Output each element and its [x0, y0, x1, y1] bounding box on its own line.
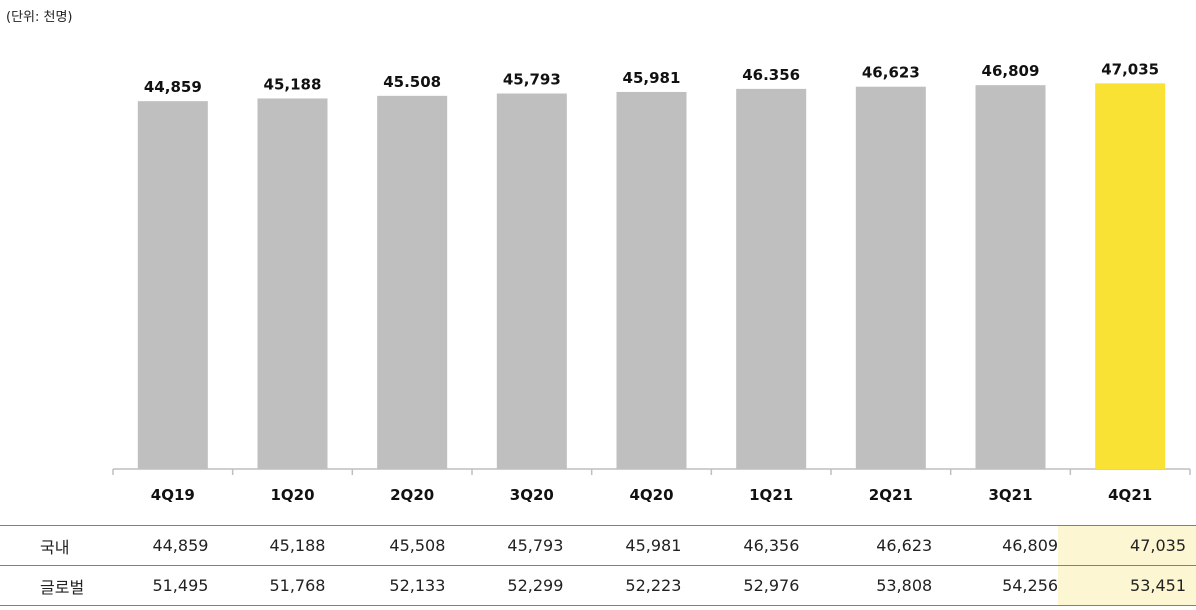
table-row: 글로벌 51,495 51,768 52,133 52,299 52,223 52,976 5…: [0, 565, 1196, 606]
table-cell: 44,859: [152, 536, 209, 555]
bar: [975, 85, 1046, 469]
table-cell: 46,623: [876, 536, 933, 555]
data-table: 국내 44,859 45,188 45,508 45,793 45,981 46,356 46…: [0, 525, 1196, 606]
table-cell: 45,793: [507, 536, 564, 555]
table-cell: 47,035: [1058, 525, 1196, 566]
row-header: 국내: [40, 537, 70, 557]
table-cell: 52,133: [389, 576, 446, 595]
row-header: 글로벌: [40, 577, 85, 597]
x-tick-label: 4Q21: [1108, 486, 1152, 504]
bar-chart: 44,859 4Q19 45,188 1Q20 45.508 2Q20 45,793 3Q20…: [112, 60, 1191, 504]
data-label: 46,623: [862, 64, 920, 82]
table-cell: 46,809: [1002, 536, 1059, 555]
table-cell: 51,768: [269, 576, 326, 595]
table-row: 국내 44,859 45,188 45,508 45,793 45,981 46,356 46…: [0, 525, 1196, 566]
x-tick-label: 3Q20: [510, 486, 554, 504]
bar: [616, 91, 687, 469]
x-tick-label: 4Q19: [151, 486, 195, 504]
table-cell: 45,188: [269, 536, 326, 555]
x-tick-label: 3Q21: [988, 486, 1032, 504]
data-label: 45,793: [503, 70, 561, 88]
bar: [736, 88, 807, 469]
bar: [257, 98, 328, 469]
data-label: 47,035: [1101, 60, 1159, 78]
x-tick-label: 1Q21: [749, 486, 793, 504]
data-label: 44,859: [144, 78, 202, 96]
table-cell: 52,976: [743, 576, 800, 595]
data-label: 45,188: [264, 75, 322, 93]
bar: [1095, 83, 1166, 470]
x-tick-label: 2Q21: [869, 486, 913, 504]
bar: [137, 101, 208, 470]
table-cell: 53,451: [1058, 565, 1196, 606]
unit-label: (단위: 천명): [6, 10, 73, 25]
table-cell: 51,495: [152, 576, 209, 595]
data-label: 46.356: [742, 66, 800, 84]
table-cell: 46,356: [743, 536, 800, 555]
x-tick-label: 2Q20: [390, 486, 434, 504]
table-cell: 54,256: [1002, 576, 1059, 595]
x-tick-label: 1Q20: [270, 486, 314, 504]
x-tick-label: 4Q20: [629, 486, 673, 504]
bar: [377, 95, 448, 469]
table-cell: 45,508: [389, 536, 446, 555]
data-label: 46,809: [982, 62, 1040, 80]
bar: [855, 86, 926, 469]
data-label: 45,981: [623, 69, 681, 87]
data-label: 45.508: [383, 73, 441, 91]
table-cell: 53,808: [876, 576, 933, 595]
table-cell: 52,223: [625, 576, 682, 595]
table-cell: 52,299: [507, 576, 564, 595]
table-cell: 45,981: [625, 536, 682, 555]
bar: [496, 93, 567, 469]
